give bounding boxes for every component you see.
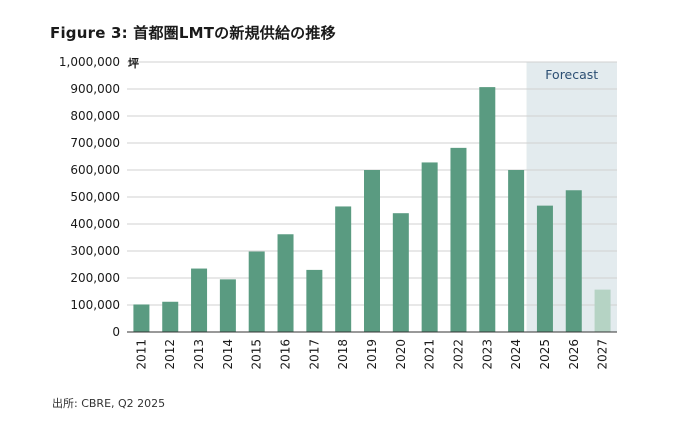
- bar-2023: [479, 87, 496, 332]
- x-tick-label: 2014: [221, 339, 235, 370]
- x-tick-label: 2018: [336, 339, 350, 370]
- bar-2020: [392, 213, 409, 332]
- x-tick-label: 2027: [596, 339, 610, 370]
- bar-2017: [306, 269, 323, 332]
- x-tick-label: 2016: [279, 339, 293, 370]
- forecast-label: Forecast: [545, 67, 598, 82]
- y-axis: 0 100,000 200,000 300,000 400,000 500,000 600,…: [59, 55, 120, 339]
- y-tick-label: 700,000: [70, 136, 120, 150]
- y-tick-label: 500,000: [70, 190, 120, 204]
- x-tick-label: 2020: [394, 339, 408, 370]
- x-tick-label: 2011: [134, 339, 148, 370]
- bar-2016: [277, 234, 294, 332]
- y-tick-label: 200,000: [70, 271, 120, 285]
- x-tick-label: 2021: [423, 339, 437, 370]
- x-tick-label: 2012: [163, 339, 177, 370]
- x-tick-label: 2026: [567, 339, 581, 370]
- x-tick-label: 2019: [365, 339, 379, 370]
- y-tick-label: 900,000: [70, 82, 120, 96]
- x-tick-label: 2015: [250, 339, 264, 370]
- source-note: 出所: CBRE, Q2 2025: [52, 397, 166, 410]
- bars: [133, 87, 611, 332]
- y-tick-label: 400,000: [70, 217, 120, 231]
- bar-2014: [219, 279, 236, 332]
- bar-2011: [133, 304, 150, 332]
- x-tick-label: 2017: [307, 339, 321, 370]
- x-tick-label: 2013: [192, 339, 206, 370]
- y-unit-label: 坪: [128, 57, 139, 70]
- bar-2025: [536, 205, 553, 332]
- bar-2026: [565, 190, 582, 332]
- bar-2027: [594, 289, 611, 332]
- x-axis: 2011 2012 2013 2014 2015 2016 2017 2018 2019 2020…: [134, 339, 609, 370]
- bar-2012: [162, 301, 179, 332]
- bar-2022: [450, 147, 467, 332]
- y-tick-label: 100,000: [70, 298, 120, 312]
- bar-2024: [508, 170, 525, 332]
- x-tick-label: 2024: [509, 339, 523, 370]
- y-tick-label: 300,000: [70, 244, 120, 258]
- y-tick-label: 1,000,000: [59, 55, 120, 69]
- x-tick-label: 2025: [538, 339, 552, 370]
- bar-2015: [248, 251, 265, 332]
- chart-title: Figure 3: 首都圏LMTの新規供給の推移: [50, 24, 336, 42]
- bar-2021: [421, 162, 438, 332]
- y-tick-label: 600,000: [70, 163, 120, 177]
- y-tick-label: 800,000: [70, 109, 120, 123]
- bar-2019: [364, 170, 380, 332]
- bar-2013: [191, 268, 208, 332]
- x-tick-label: 2022: [451, 339, 465, 370]
- x-tick-label: 2023: [480, 339, 494, 370]
- bar-2018: [335, 206, 352, 332]
- y-tick-label: 0: [112, 325, 120, 339]
